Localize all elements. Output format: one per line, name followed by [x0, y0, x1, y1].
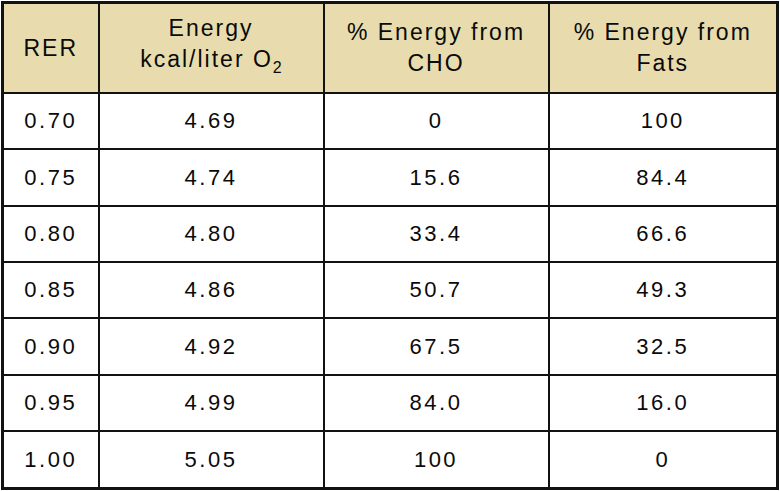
- o2-subscript: 2: [273, 59, 282, 76]
- cell-rer: 0.95: [3, 375, 99, 431]
- table-row: 0.90 4.92 67.5 32.5: [3, 318, 778, 374]
- header-label-rer: RER: [23, 35, 78, 61]
- table-row: 0.70 4.69 0 100: [3, 93, 778, 149]
- cell-energy: 5.05: [99, 431, 324, 488]
- header-label-cho-line2: CHO: [407, 50, 464, 76]
- cell-fats: 84.4: [549, 149, 778, 205]
- cell-energy: 4.86: [99, 262, 324, 318]
- cell-energy: 4.80: [99, 206, 324, 262]
- header-cell-rer: RER: [3, 3, 99, 94]
- cell-cho: 0: [324, 93, 549, 149]
- header-cell-energy: Energy kcal/liter O2: [99, 3, 324, 94]
- header-label-fats-line1: % Energy from: [574, 19, 752, 45]
- cell-cho: 84.0: [324, 375, 549, 431]
- table-row: 0.75 4.74 15.6 84.4: [3, 149, 778, 205]
- header-cell-cho: % Energy from CHO: [324, 3, 549, 94]
- table-row: 0.80 4.80 33.4 66.6: [3, 206, 778, 262]
- header-label-fats-line2: Fats: [636, 50, 689, 76]
- cell-rer: 0.80: [3, 206, 99, 262]
- header-label-cho-line1: % Energy from: [347, 19, 525, 45]
- cell-rer: 1.00: [3, 431, 99, 488]
- table-row: 0.95 4.99 84.0 16.0: [3, 375, 778, 431]
- cell-cho: 50.7: [324, 262, 549, 318]
- cell-energy: 4.69: [99, 93, 324, 149]
- rer-energy-table-frame: RER Energy kcal/liter O2 % Energy from C…: [1, 1, 779, 490]
- cell-rer: 0.70: [3, 93, 99, 149]
- cell-cho: 15.6: [324, 149, 549, 205]
- cell-rer: 0.75: [3, 149, 99, 205]
- cell-fats: 100: [549, 93, 778, 149]
- cell-rer: 0.90: [3, 318, 99, 374]
- header-label-energy-line1: Energy: [169, 15, 254, 41]
- header-label-energy-line2: kcal/liter O: [140, 46, 273, 72]
- cell-fats: 49.3: [549, 262, 778, 318]
- cell-fats: 16.0: [549, 375, 778, 431]
- table-row: 0.85 4.86 50.7 49.3: [3, 262, 778, 318]
- cell-energy: 4.92: [99, 318, 324, 374]
- rer-energy-table: RER Energy kcal/liter O2 % Energy from C…: [1, 1, 779, 490]
- cell-fats: 32.5: [549, 318, 778, 374]
- header-row: RER Energy kcal/liter O2 % Energy from C…: [3, 3, 778, 94]
- cell-energy: 4.99: [99, 375, 324, 431]
- cell-energy: 4.74: [99, 149, 324, 205]
- cell-fats: 0: [549, 431, 778, 488]
- table-row: 1.00 5.05 100 0: [3, 431, 778, 488]
- cell-rer: 0.85: [3, 262, 99, 318]
- header-cell-fats: % Energy from Fats: [549, 3, 778, 94]
- cell-fats: 66.6: [549, 206, 778, 262]
- cell-cho: 67.5: [324, 318, 549, 374]
- cell-cho: 100: [324, 431, 549, 488]
- cell-cho: 33.4: [324, 206, 549, 262]
